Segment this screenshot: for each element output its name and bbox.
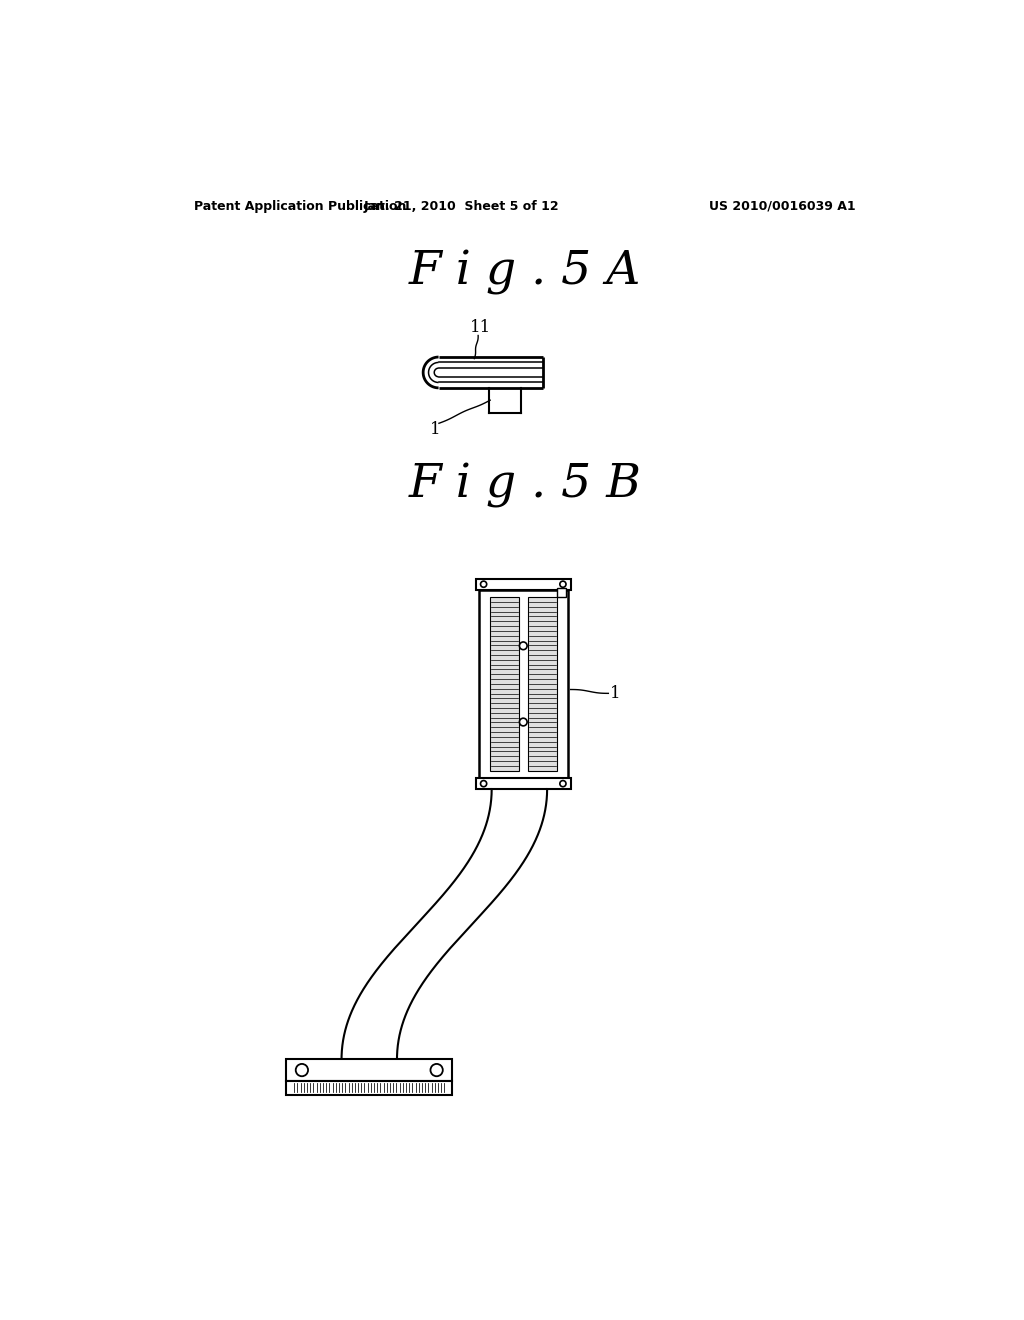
Text: US 2010/0016039 A1: US 2010/0016039 A1: [710, 199, 856, 213]
Text: Jan. 21, 2010  Sheet 5 of 12: Jan. 21, 2010 Sheet 5 of 12: [364, 199, 559, 213]
Bar: [479, 590, 567, 779]
Bar: [287, 1059, 452, 1081]
Bar: [528, 597, 557, 771]
Bar: [476, 578, 570, 590]
Text: 1: 1: [610, 685, 621, 702]
Text: F i g . 5 A: F i g . 5 A: [409, 249, 641, 294]
Text: Patent Application Publication: Patent Application Publication: [194, 199, 407, 213]
Bar: [557, 589, 566, 597]
Bar: [489, 597, 518, 771]
Bar: [476, 779, 570, 789]
Bar: [287, 1081, 452, 1094]
Text: 11: 11: [470, 319, 492, 337]
Text: F i g . 5 B: F i g . 5 B: [409, 463, 641, 508]
Text: 1: 1: [430, 421, 440, 438]
